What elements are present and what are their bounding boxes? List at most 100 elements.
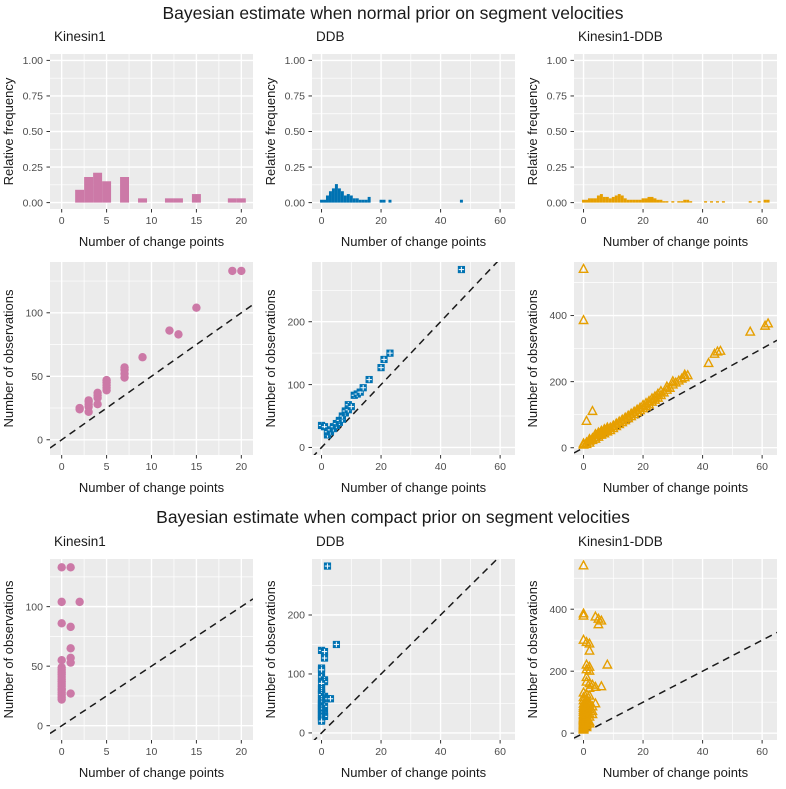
- svg-text:0: 0: [561, 442, 567, 454]
- svg-text:0.75: 0.75: [285, 91, 306, 103]
- svg-text:40: 40: [435, 215, 447, 227]
- svg-text:0.00: 0.00: [547, 197, 568, 209]
- data-points: [57, 563, 84, 704]
- svg-text:40: 40: [435, 746, 447, 758]
- svg-text:0: 0: [561, 728, 567, 740]
- chart-scatter-compact-kinesin1: 0 5 10 15 20 0 50 100 Number of change points Num…: [0, 552, 262, 784]
- svg-text:1.00: 1.00: [23, 55, 44, 67]
- y-axis-title: Number of observations: [263, 289, 278, 428]
- x-axis-title: Number of change points: [341, 480, 487, 495]
- svg-text:0.00: 0.00: [23, 197, 44, 209]
- svg-text:40: 40: [697, 746, 709, 758]
- section-title-normal-prior: Bayesian estimate when normal prior on s…: [162, 3, 624, 23]
- svg-text:0.25: 0.25: [547, 162, 568, 174]
- y-axis-title: Relative frequency: [1, 77, 16, 185]
- svg-text:0.25: 0.25: [285, 162, 306, 174]
- plot-svg: 0 20 40 60 0 200 400 Number of change points Num…: [525, 262, 777, 495]
- svg-text:0: 0: [299, 728, 305, 740]
- chart-hist-kinesin1: 0 5 10 15 20 0.00 0.25 0.50 0.75 1.00 Number of ch…: [0, 47, 262, 253]
- data-points: [317, 562, 341, 725]
- svg-text:10: 10: [146, 746, 158, 758]
- data-points: [317, 265, 466, 439]
- svg-text:10: 10: [146, 461, 158, 473]
- x-axis-title: Number of change points: [341, 234, 487, 249]
- svg-text:20: 20: [375, 461, 387, 473]
- y-axis-title: Relative frequency: [525, 77, 540, 185]
- panel-scatter-compact-kinesin1: Kinesin1 0 5 10 15 20 0 50 100 Number of change …: [0, 532, 262, 784]
- svg-text:200: 200: [549, 376, 567, 388]
- plot-svg: 0 20 40 60 0 200 400 Number of change points Num…: [525, 559, 777, 780]
- svg-text:60: 60: [756, 461, 768, 473]
- facet-title-compact-ddb: DDB: [316, 534, 345, 549]
- x-axis-title: Number of change points: [79, 765, 225, 780]
- svg-text:0: 0: [37, 720, 43, 732]
- svg-text:0: 0: [319, 215, 325, 227]
- svg-text:0: 0: [299, 442, 305, 454]
- svg-text:400: 400: [549, 604, 567, 616]
- svg-text:0.00: 0.00: [285, 197, 306, 209]
- svg-text:15: 15: [191, 461, 203, 473]
- svg-text:0: 0: [59, 215, 65, 227]
- panel-scatter-normal-ddb: 0 20 40 60 0 100 200 Number of change points Num…: [262, 253, 524, 499]
- svg-text:0: 0: [37, 434, 43, 446]
- svg-text:20: 20: [375, 215, 387, 227]
- svg-text:20: 20: [637, 461, 649, 473]
- x-axis-title: Number of change points: [79, 480, 225, 495]
- svg-text:1.00: 1.00: [547, 55, 568, 67]
- panel-background: [312, 559, 515, 740]
- plot-svg: 0 5 10 15 20 0 50 100 Number of change points Num…: [1, 262, 253, 495]
- facet-title-ddb: DDB: [316, 29, 345, 44]
- svg-text:40: 40: [697, 461, 709, 473]
- plot-svg: 0 20 40 60 0.00 0.25 0.50 0.75 1.00 Number of cha…: [525, 54, 777, 249]
- svg-text:60: 60: [756, 215, 768, 227]
- plot-svg: 0 20 40 60 0 100 200 Number of change points Num…: [263, 559, 515, 780]
- svg-text:0.50: 0.50: [23, 126, 44, 138]
- svg-text:20: 20: [375, 746, 387, 758]
- svg-text:0.50: 0.50: [547, 126, 568, 138]
- panel-scatter-compact-ddb: DDB 0 20 40 60 0 100 200 Number of change point…: [262, 532, 524, 784]
- svg-text:20: 20: [235, 746, 247, 758]
- x-axis-title: Number of change points: [79, 234, 225, 249]
- axis-ticks: 0 20 40 60 0 100 200: [287, 316, 506, 473]
- data-points: [578, 559, 613, 734]
- panel-background: [574, 559, 777, 740]
- identity-dashed-line: [574, 631, 777, 739]
- axis-ticks: 0 20 40 60 0 200 400: [549, 310, 768, 473]
- svg-text:0: 0: [319, 461, 325, 473]
- axis-ticks: 0 5 10 15 20 0.00 0.25 0.50 0.75 1.00: [23, 55, 248, 227]
- svg-text:1.00: 1.00: [285, 55, 306, 67]
- plot-svg: 0 5 10 15 20 0 50 100 Number of change points Num…: [1, 559, 253, 780]
- svg-text:40: 40: [697, 215, 709, 227]
- y-axis-title: Number of observations: [525, 580, 540, 719]
- svg-text:100: 100: [287, 379, 305, 391]
- svg-text:10: 10: [146, 215, 158, 227]
- svg-text:0: 0: [59, 461, 65, 473]
- svg-text:0.25: 0.25: [23, 162, 44, 174]
- panel-hist-kinesin1-ddb: Kinesin1-DDB 0 20 40 60 0.00 0.25 0.50 0.75 1.00…: [524, 27, 786, 253]
- svg-text:5: 5: [104, 461, 110, 473]
- histogram-bars: [75, 172, 246, 203]
- panel-scatter-compact-kinesin1-ddb: Kinesin1-DDB 0 20 40 60 0 200 400 Number of cha…: [524, 532, 786, 784]
- svg-text:100: 100: [287, 669, 305, 681]
- x-axis-title: Number of change points: [341, 765, 487, 780]
- panel-background: [312, 262, 515, 455]
- x-axis-title: Number of change points: [603, 234, 749, 249]
- svg-text:100: 100: [25, 307, 43, 319]
- svg-text:400: 400: [549, 310, 567, 322]
- svg-text:60: 60: [494, 746, 506, 758]
- svg-text:20: 20: [235, 215, 247, 227]
- histogram-row: Kinesin1 0 5 10 15 20 0.00 0.25 0.50 0.75 1.00 Num…: [0, 27, 786, 253]
- y-axis-title: Number of observations: [263, 580, 278, 719]
- svg-text:15: 15: [191, 746, 203, 758]
- svg-text:200: 200: [287, 610, 305, 622]
- svg-text:100: 100: [25, 601, 43, 613]
- plot-svg: 0 20 40 60 0.00 0.25 0.50 0.75 1.00 Number of cha…: [263, 54, 515, 249]
- plot-svg: 0 20 40 60 0 100 200 Number of change points Num…: [263, 262, 515, 495]
- scatter-row-compact-prior: Kinesin1 0 5 10 15 20 0 50 100 Number of change …: [0, 532, 786, 784]
- histogram-bars: [582, 194, 770, 203]
- svg-text:50: 50: [31, 661, 43, 673]
- svg-text:60: 60: [756, 746, 768, 758]
- chart-hist-kinesin1-ddb: 0 20 40 60 0.00 0.25 0.50 0.75 1.00 Number of cha…: [524, 47, 786, 253]
- axis-ticks: 0 5 10 15 20 0 50 100: [25, 601, 247, 758]
